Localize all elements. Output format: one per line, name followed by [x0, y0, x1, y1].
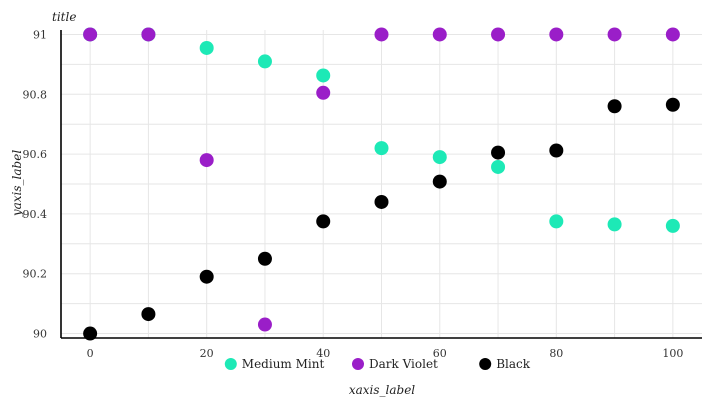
x-tick-label: 100: [662, 347, 683, 360]
point-medium-mint: [374, 141, 389, 156]
legend-marker: [479, 358, 492, 370]
point-medium-mint: [432, 150, 447, 165]
data-points: [83, 27, 680, 341]
point-dark-violet: [374, 27, 389, 42]
point-dark-violet: [491, 27, 506, 42]
point-black: [607, 99, 622, 114]
point-dark-violet: [432, 27, 447, 42]
chart-title: title: [52, 10, 76, 24]
y-tick-labels: 90 90.2 90.4 90.6 90.8 91: [23, 28, 48, 340]
point-black: [141, 307, 156, 322]
y-tick-label: 91: [33, 28, 47, 41]
y-tick-label: 90: [33, 328, 47, 341]
point-dark-violet: [141, 27, 156, 42]
point-dark-violet: [665, 27, 680, 42]
point-medium-mint: [491, 159, 506, 174]
point-dark-violet: [199, 153, 214, 168]
x-axis-title: xaxis_label: [349, 383, 415, 397]
x-tick-labels: 0 20 40 60 80 100: [87, 347, 684, 360]
point-dark-violet: [257, 317, 272, 332]
point-black: [257, 251, 272, 266]
y-tick-label: 90.8: [23, 88, 48, 101]
point-dark-violet: [607, 27, 622, 42]
legend: Medium Mint Dark Violet Black: [224, 357, 531, 371]
x-tick-label: 20: [200, 347, 214, 360]
point-black: [432, 174, 447, 189]
x-tick-label: 0: [87, 347, 94, 360]
x-tick-label: 80: [549, 347, 563, 360]
y-tick-label: 90.2: [23, 268, 48, 281]
x-tick-label: 40: [316, 347, 330, 360]
point-black: [665, 97, 680, 112]
point-medium-mint: [665, 218, 680, 233]
legend-marker: [224, 358, 237, 370]
x-tick-label: 60: [433, 347, 447, 360]
point-dark-violet: [83, 27, 98, 42]
y-tick-label: 90.6: [23, 148, 48, 161]
y-tick-label: 90.4: [23, 208, 48, 221]
point-black: [549, 143, 564, 158]
point-medium-mint: [199, 40, 214, 55]
y-axis-title: yaxis_label: [10, 150, 24, 217]
point-dark-violet: [549, 27, 564, 42]
legend-label: Black: [496, 357, 531, 371]
point-black: [374, 194, 389, 209]
point-black: [316, 214, 331, 229]
legend-label: Medium Mint: [242, 357, 325, 371]
point-medium-mint: [607, 217, 622, 232]
point-dark-violet: [316, 85, 331, 100]
point-black: [491, 145, 506, 160]
point-black: [83, 326, 98, 341]
legend-label: Dark Violet: [369, 357, 438, 371]
point-medium-mint: [316, 68, 331, 83]
point-black: [199, 269, 214, 284]
grid-lines: [61, 30, 702, 338]
point-medium-mint: [257, 54, 272, 69]
point-medium-mint: [549, 214, 564, 229]
legend-marker: [352, 358, 364, 370]
